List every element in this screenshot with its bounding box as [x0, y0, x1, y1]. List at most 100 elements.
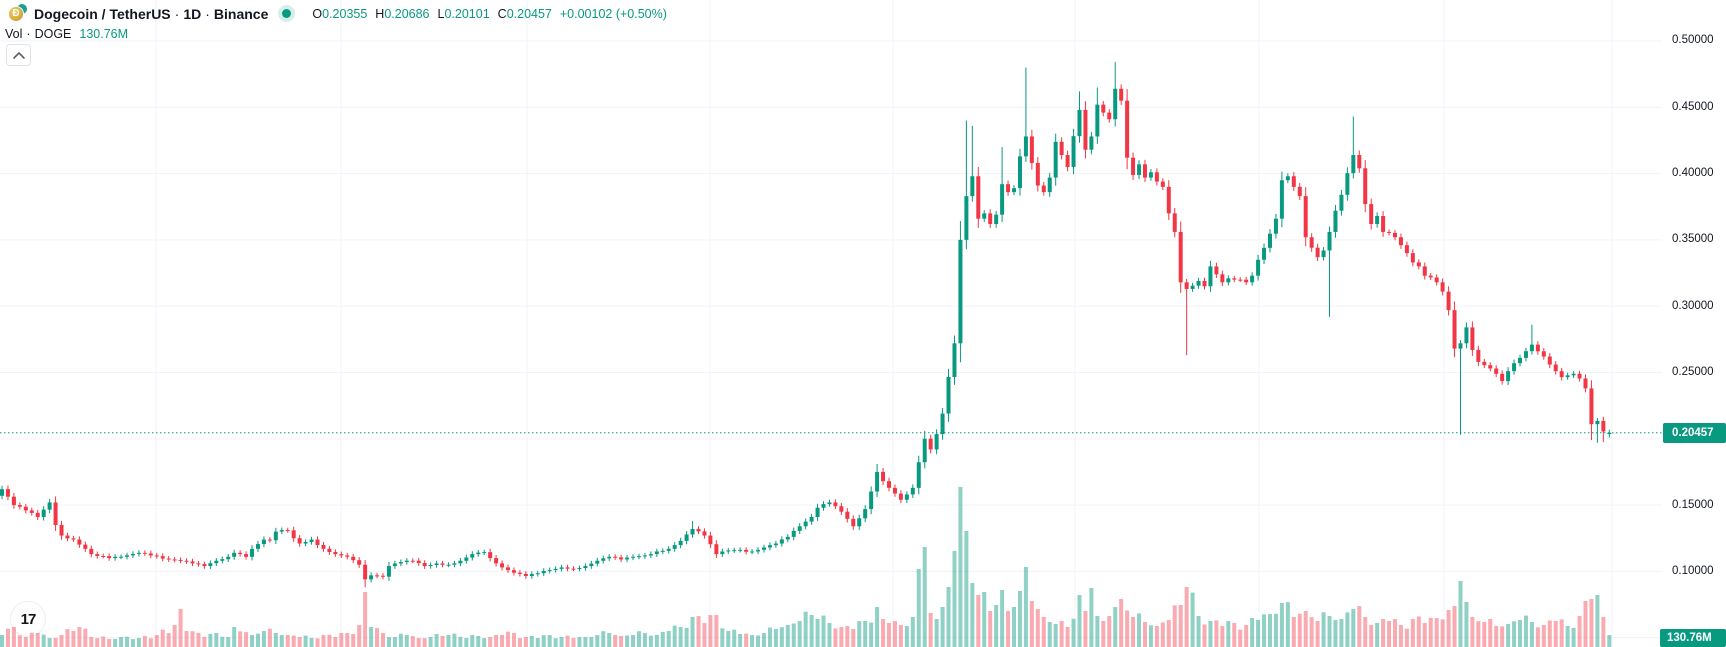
volume-bar: [607, 633, 612, 647]
candle-body: [1547, 356, 1552, 365]
volume-bar: [547, 635, 552, 647]
volume-bar: [857, 621, 862, 647]
volume-bar: [565, 635, 570, 647]
tradingview-logo[interactable]: 17: [10, 601, 46, 637]
candle-body: [1047, 177, 1052, 193]
candle-body: [928, 438, 933, 450]
volume-bar: [511, 633, 516, 647]
price-axis[interactable]: 0.50000 0.45000 0.40000 0.35000 0.30000 0.250…: [1662, 0, 1726, 647]
volume-bar: [1506, 624, 1511, 647]
candle-body: [827, 502, 832, 505]
volume-bar: [380, 633, 385, 647]
volume-bar: [23, 637, 28, 647]
candle-body: [398, 562, 403, 564]
volume-bar: [1107, 616, 1112, 647]
volume-bar: [11, 627, 16, 647]
chevron-up-icon: [12, 52, 25, 59]
candle-body: [1351, 155, 1356, 174]
volume-bar: [0, 635, 4, 647]
volume-bar: [392, 637, 397, 647]
volume-bar: [1565, 626, 1570, 647]
candle-body: [208, 563, 213, 567]
volume-bar: [964, 531, 969, 647]
volume-bar: [1137, 613, 1142, 647]
candle-body: [1113, 88, 1118, 120]
candle-body: [392, 563, 397, 567]
candle-body: [654, 551, 659, 555]
volume-bar: [654, 635, 659, 647]
candle-body: [1166, 186, 1171, 214]
volume-bar: [898, 625, 903, 647]
volume-bar: [779, 627, 784, 647]
volume-bar: [1476, 621, 1481, 647]
candle-body: [1107, 112, 1112, 120]
candle-body: [1446, 291, 1451, 311]
volume-bar: [1482, 622, 1487, 647]
candle-body: [95, 554, 100, 556]
candle-body: [29, 510, 34, 513]
candle-body: [83, 544, 88, 549]
candle-body: [1053, 141, 1058, 178]
candle-body: [101, 555, 106, 557]
volume-bar: [1160, 622, 1165, 647]
candle-body: [803, 521, 808, 527]
candle-body: [541, 570, 546, 574]
volume-bar: [244, 632, 249, 647]
volume-bar: [303, 635, 308, 647]
volume-bar: [357, 625, 362, 647]
volume-bar: [172, 625, 177, 647]
candle-body: [1458, 343, 1463, 349]
candle-body: [1494, 368, 1499, 374]
volume-bar: [333, 637, 338, 647]
volume-bar: [1125, 610, 1130, 647]
candle-body: [797, 526, 802, 531]
volume-bar: [1059, 621, 1064, 647]
volume-bar: [422, 638, 427, 647]
candle-body: [154, 555, 159, 557]
candle-body: [607, 556, 612, 559]
volume-bar: [1404, 628, 1409, 647]
volume-bar: [386, 637, 391, 647]
candle-body: [375, 575, 380, 577]
volume-bar: [928, 613, 933, 647]
volume-bar: [601, 631, 606, 647]
candle-body: [642, 555, 647, 557]
candle-body: [77, 539, 82, 545]
candle-body: [380, 575, 385, 577]
volume-bar: [1381, 618, 1386, 647]
volume-bar: [1089, 588, 1094, 647]
title-separator: ·: [205, 5, 210, 22]
candle-body: [1303, 196, 1308, 238]
volume-bar: [1410, 619, 1415, 647]
volume-bar: [35, 633, 40, 647]
volume-bar: [17, 635, 22, 647]
change-value: +0.00102 (+0.50%): [559, 6, 667, 21]
candle-body: [446, 564, 451, 566]
market-status-dot[interactable]: [282, 9, 292, 18]
collapse-legend-button[interactable]: [6, 44, 31, 66]
candle-body: [714, 544, 719, 555]
volume-bar: [398, 633, 403, 647]
volume-bar: [309, 638, 314, 647]
candle-body: [1357, 155, 1362, 169]
candle-body: [886, 481, 891, 488]
volume-bar: [1446, 610, 1451, 647]
volume-bar: [1333, 619, 1338, 647]
volume-bar: [1428, 617, 1433, 647]
volume-bar: [279, 634, 284, 647]
volume-bar: [363, 592, 368, 647]
volume-bar: [446, 635, 451, 647]
volume-bar: [946, 587, 951, 647]
symbol-title[interactable]: Dogecoin / TetherUS · 1D · Binance: [34, 6, 268, 22]
candle-body: [0, 489, 4, 496]
volume-bar: [1256, 620, 1261, 647]
candle-body: [1285, 176, 1290, 181]
candle-body: [1256, 259, 1261, 276]
volume-bar: [1166, 620, 1171, 647]
volume-bar: [482, 638, 487, 647]
candle-body: [547, 570, 552, 572]
candle-body: [89, 548, 94, 555]
candle-body: [1279, 180, 1284, 219]
volume-bar: [404, 635, 409, 647]
